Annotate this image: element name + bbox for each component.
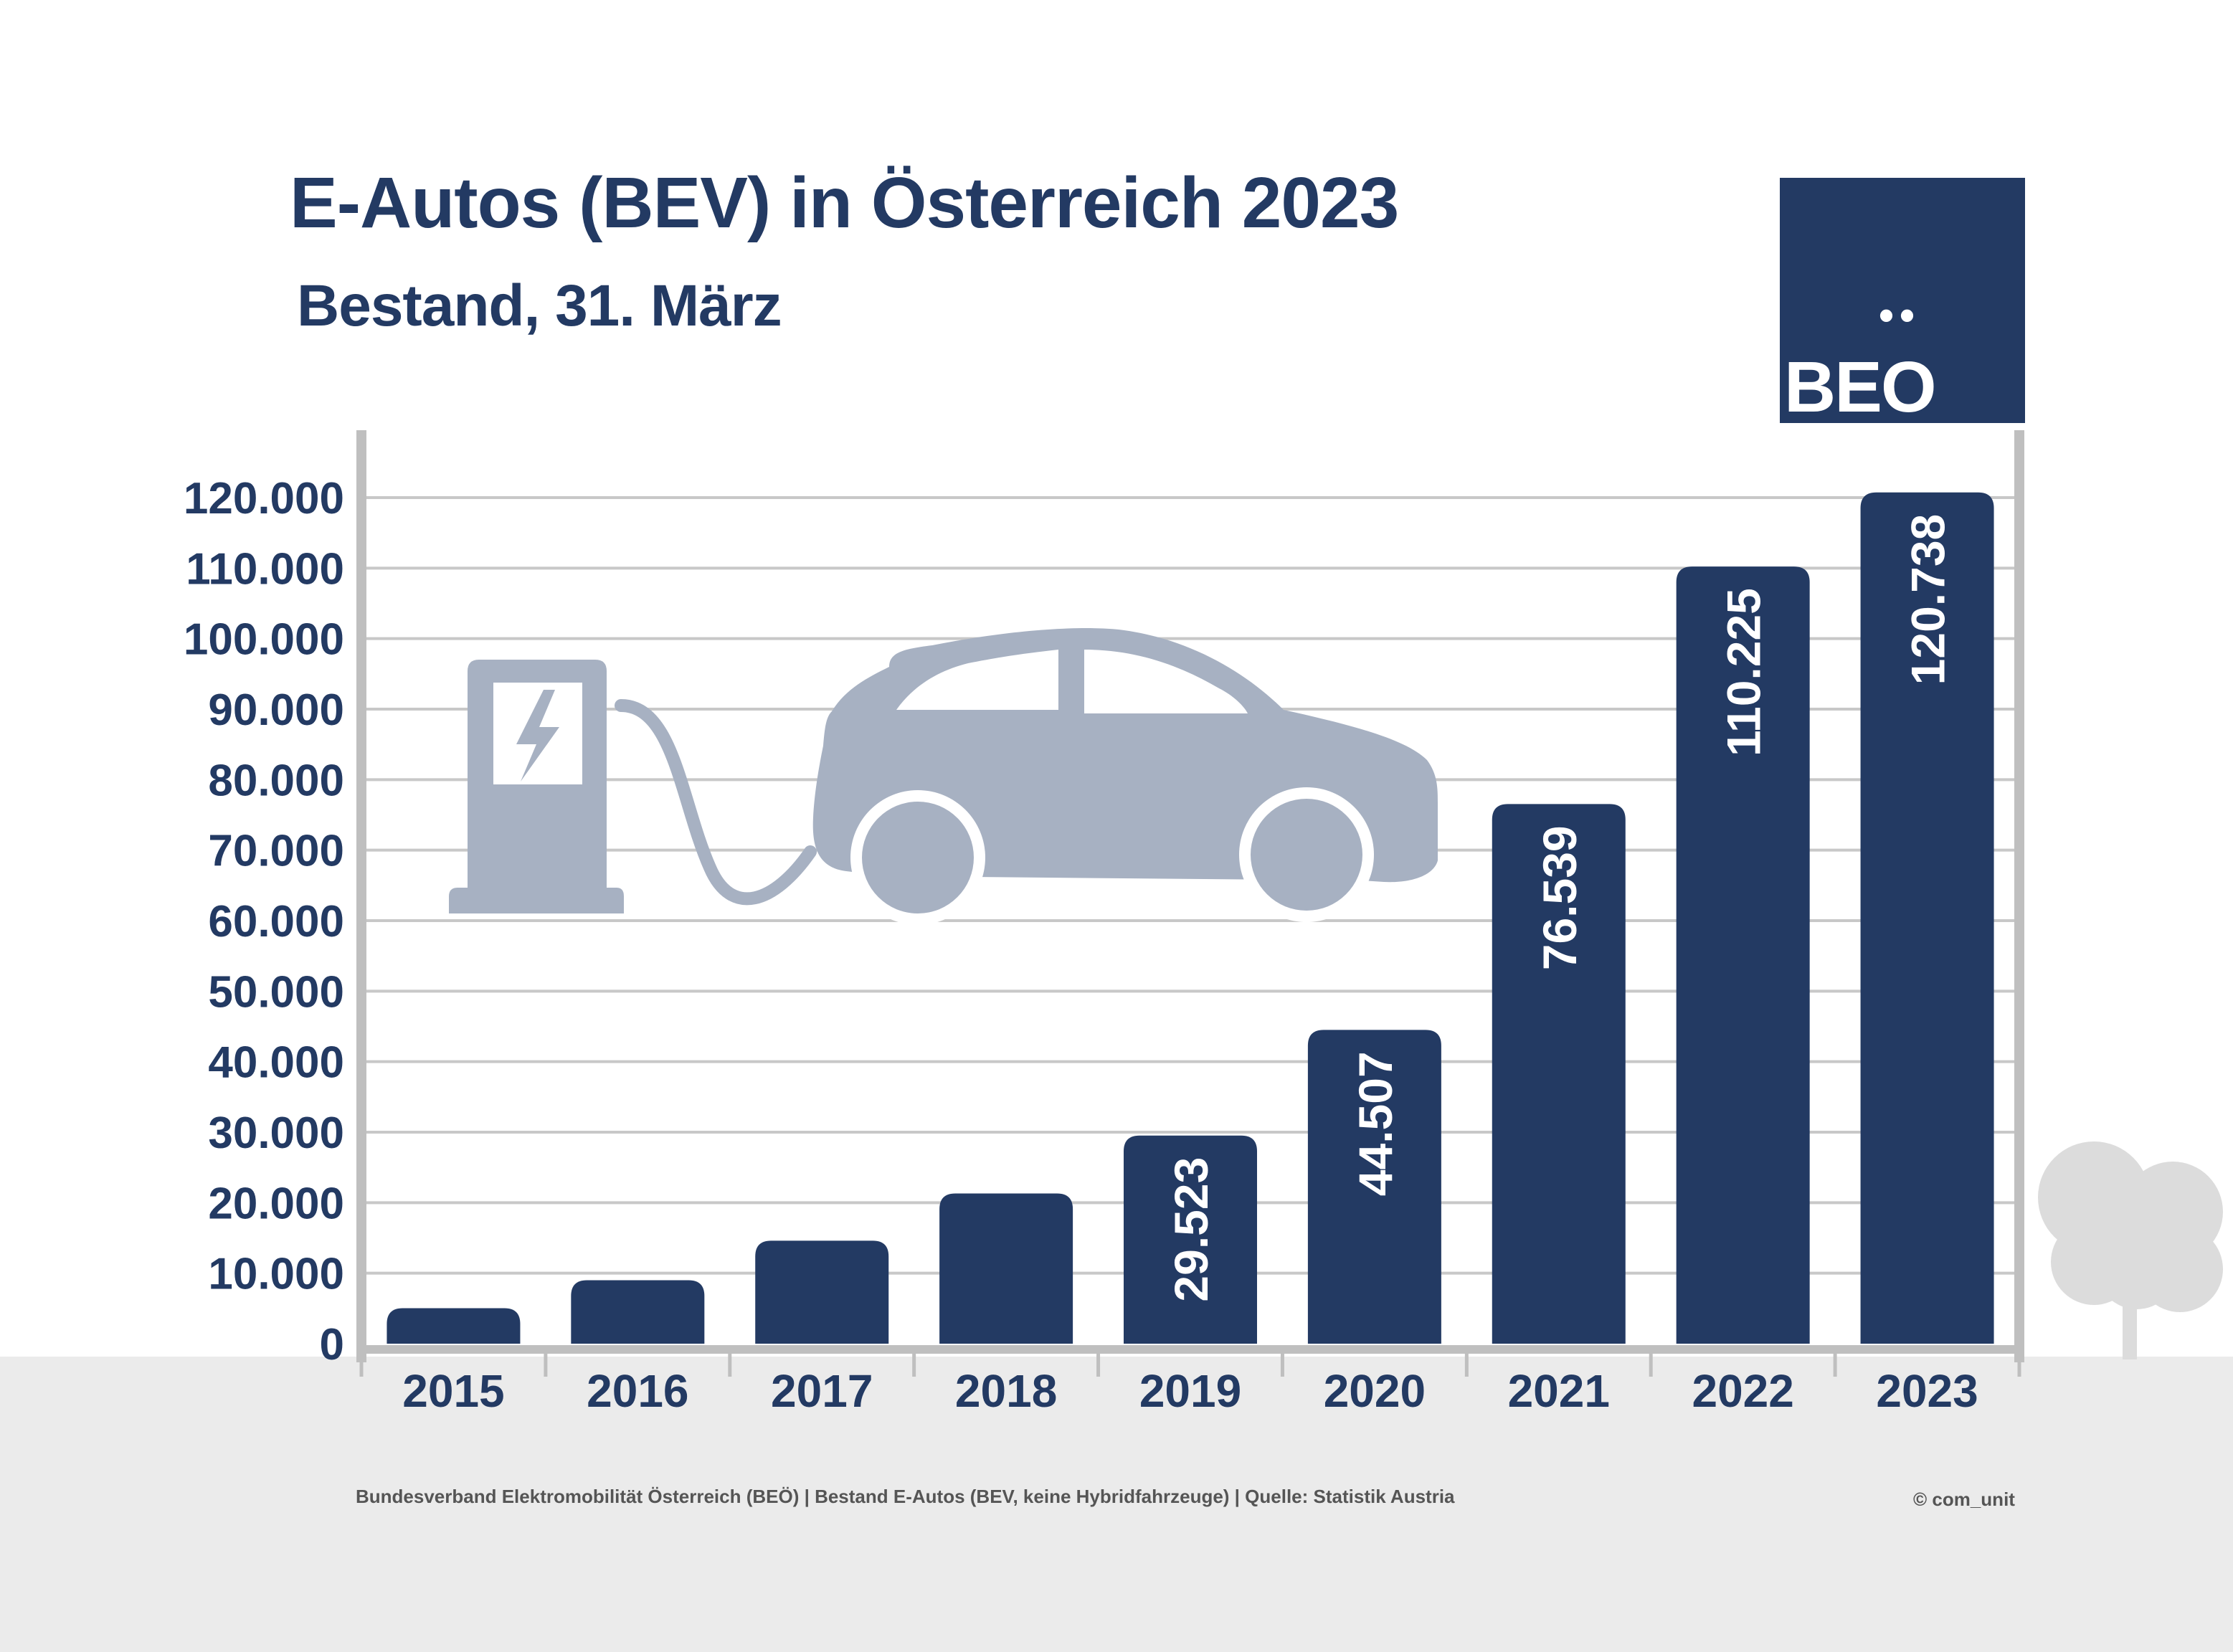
x-axis-labels: 2015 2016 2017 2018 2019 2020 2021 2022 2023 [402,1365,1978,1417]
bar-value-label: 120.738 [1902,514,1955,685]
tree-icon [2038,1141,2223,1359]
x-tick-label: 2023 [1876,1365,1978,1417]
bar-2022 [1676,566,1810,1344]
bar-2017 [755,1240,889,1344]
beo-logo: •• BEO [1780,178,2025,423]
x-tick-label: 2017 [771,1365,873,1417]
y-tick-label: 80.000 [208,756,344,805]
x-tick-label: 2016 [587,1365,688,1417]
x-tick-label: 2019 [1139,1365,1241,1417]
x-tick-label: 2018 [955,1365,1057,1417]
charging-station-icon [449,660,817,913]
y-tick-label: 0 [320,1320,344,1369]
footer-copyright: © com_unit [1913,1489,2015,1510]
bars: 29.523 44.507 76.539 110.225 120.738 [387,492,1994,1344]
y-tick-label: 120.000 [184,474,344,523]
bar-2023 [1860,492,1994,1344]
electric-car-icon [812,628,1438,925]
ground-band [0,1357,2233,1652]
axes [356,430,2024,1377]
footer-source: Bundesverband Elektromobilität Österreic… [356,1486,1455,1507]
y-tick-label: 70.000 [208,827,344,876]
chart-subtitle: Bestand, 31. März [297,273,782,338]
bar-2018 [939,1193,1073,1344]
bar-value-label: 110.225 [1717,588,1770,756]
y-tick-label: 50.000 [208,967,344,1017]
y-tick-label: 10.000 [208,1250,344,1299]
y-tick-label: 90.000 [208,685,344,735]
y-tick-label: 30.000 [208,1109,344,1158]
bar-2016 [571,1280,705,1344]
bar-value-label: 29.523 [1165,1157,1218,1302]
chart-title: E-Autos (BEV) in Österreich 2023 [290,163,1399,243]
y-axis-labels: 0 10.000 20.000 30.000 40.000 50.000 60.000 70.… [184,474,344,1369]
y-tick-label: 60.000 [208,897,344,946]
y-tick-label: 100.000 [184,615,344,665]
logo-text: BEO [1784,347,1937,427]
bar-2019 [1124,1135,1257,1344]
y-tick-label: 110.000 [186,544,344,594]
y-tick-label: 40.000 [208,1038,344,1088]
y-tick-label: 20.000 [208,1179,344,1228]
x-tick-label: 2015 [402,1365,504,1417]
bar-value-label: 76.539 [1533,825,1586,970]
logo-dots: •• [1879,291,1921,339]
x-tick-label: 2020 [1324,1365,1426,1417]
bar-2020 [1307,1030,1441,1344]
x-tick-label: 2021 [1508,1365,1610,1417]
bar-value-label: 44.507 [1349,1051,1402,1196]
x-tick-label: 2022 [1692,1365,1793,1417]
bar-2015 [387,1308,521,1344]
bar-2021 [1492,804,1626,1344]
